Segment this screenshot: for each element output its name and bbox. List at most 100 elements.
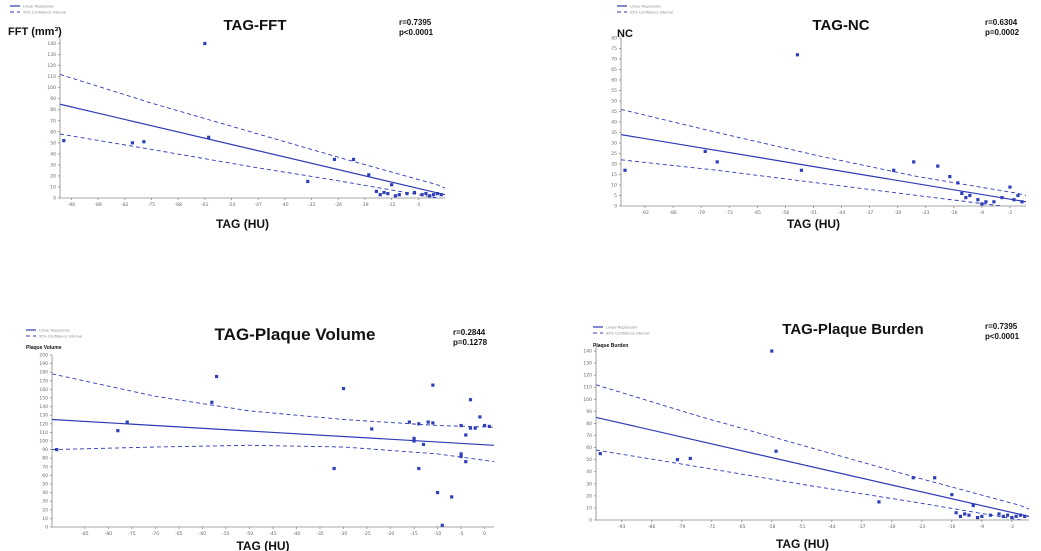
- data-point: [623, 168, 627, 172]
- y-tick-label: 100: [583, 397, 592, 403]
- y-tick-label: 40: [611, 120, 617, 126]
- stat-p: p=0.0002: [985, 28, 1020, 37]
- x-tick-label: -51: [798, 524, 805, 530]
- y-tick-label: 190: [39, 361, 48, 367]
- x-tick-label: -93: [618, 524, 625, 530]
- x-tick-label: -25: [363, 531, 370, 537]
- y-tick-label: 140: [583, 349, 592, 355]
- y-tick-label: 70: [611, 57, 617, 63]
- data-point: [774, 449, 778, 453]
- x-tick-label: -9: [980, 524, 985, 530]
- data-point: [464, 460, 468, 464]
- data-point: [911, 476, 915, 480]
- y-axis-label: Plaque Burden: [593, 343, 628, 349]
- x-tick-label: -89: [94, 202, 101, 208]
- ci-lower-line: [52, 444, 494, 463]
- y-tick-label: 10: [611, 183, 617, 189]
- x-tick-label: -58: [768, 524, 775, 530]
- stat-r: r=0.7395: [985, 322, 1018, 331]
- y-tick-label: 90: [42, 447, 48, 453]
- x-tick-label: -55: [222, 531, 229, 537]
- plot-area: [60, 41, 445, 198]
- data-point: [450, 495, 454, 499]
- regression-line: [621, 134, 1026, 203]
- y-tick-label: 30: [586, 481, 592, 487]
- x-tick-label: -93: [641, 210, 648, 216]
- regression-line: [596, 416, 1029, 517]
- data-point: [487, 424, 491, 428]
- ci-lower-line: [621, 159, 1005, 206]
- ci-lower-line: [60, 133, 439, 198]
- chart-panel-tag-nc: Linear Regression 95% Confidence Interval…: [541, 0, 1031, 240]
- y-tick-label: 80: [42, 456, 48, 462]
- data-point: [933, 476, 937, 480]
- chart-svg: Linear Regression 95% Confidence Interval…: [8, 4, 445, 231]
- data-point: [1010, 515, 1014, 520]
- data-point: [351, 157, 356, 161]
- data-point: [412, 436, 416, 441]
- data-point: [440, 523, 444, 527]
- x-tick-label: -44: [838, 210, 845, 216]
- data-point: [1016, 193, 1020, 198]
- data-point: [412, 439, 416, 443]
- data-point: [421, 442, 426, 447]
- data-point: [877, 500, 881, 504]
- y-tick-label: 200: [39, 353, 48, 359]
- chart-panel-tag-plaque-burden: Linear Regression 95% Confidence Interval…: [541, 300, 1031, 551]
- chart-panel-tag-plaque-volume: Linear Regression 95% Confidence Interval…: [0, 310, 500, 551]
- data-point: [948, 175, 952, 179]
- y-axis-label: FFT (mm³): [8, 26, 62, 38]
- data-point: [464, 433, 468, 437]
- x-tick-label: -96: [68, 202, 75, 208]
- y-tick-label: 140: [39, 404, 48, 410]
- data-point: [459, 452, 463, 456]
- y-tick-label: 170: [39, 378, 48, 384]
- data-point: [795, 53, 800, 57]
- chart-panel-tag-fft: Linear Regression 95% Confidence Interval…: [0, 0, 450, 240]
- x-tick-label: -37: [866, 210, 873, 216]
- y-tick-label: 15: [611, 172, 617, 178]
- data-point: [715, 160, 719, 164]
- y-tick-label: 20: [586, 493, 592, 499]
- x-axis-label: TAG (HU): [216, 217, 269, 231]
- data-point: [397, 193, 401, 197]
- data-point: [62, 139, 66, 143]
- y-tick-label: 40: [42, 490, 48, 496]
- y-tick-label: 35: [611, 130, 617, 136]
- data-point: [1020, 200, 1024, 204]
- x-tick-label: -65: [738, 524, 745, 530]
- data-point: [958, 514, 963, 518]
- data-point: [963, 512, 967, 516]
- data-point: [598, 452, 602, 456]
- x-tick-label: -65: [175, 531, 182, 537]
- y-tick-label: 10: [50, 184, 56, 190]
- data-point: [956, 181, 960, 185]
- ci-upper-line: [60, 73, 445, 189]
- y-tick-label: 30: [50, 162, 56, 168]
- data-point: [468, 426, 473, 430]
- stat-r: r=0.7395: [399, 18, 432, 27]
- legend-label-regression: Linear Regression: [606, 325, 637, 329]
- y-tick-label: 0: [45, 525, 48, 531]
- x-tick-label: -70: [152, 531, 159, 537]
- y-tick-label: 0: [589, 518, 592, 524]
- data-point: [992, 200, 996, 204]
- data-point: [988, 513, 993, 517]
- data-point: [1014, 514, 1018, 518]
- x-tick-label: -26: [335, 202, 342, 208]
- y-tick-label: 0: [53, 196, 56, 202]
- plot-area: [621, 53, 1026, 206]
- data-point: [478, 415, 482, 419]
- y-tick-label: 60: [42, 473, 48, 479]
- data-point: [1018, 513, 1023, 517]
- y-tick-label: 70: [42, 464, 48, 470]
- y-tick-label: 140: [47, 41, 56, 47]
- data-point: [431, 193, 436, 197]
- y-tick-label: 5: [614, 193, 617, 199]
- stat-p: p<0.0001: [985, 332, 1020, 341]
- x-tick-label: -44: [828, 524, 835, 530]
- data-point: [370, 427, 374, 431]
- y-tick-label: 100: [39, 439, 48, 445]
- data-point: [459, 454, 463, 459]
- regression-line: [52, 418, 494, 446]
